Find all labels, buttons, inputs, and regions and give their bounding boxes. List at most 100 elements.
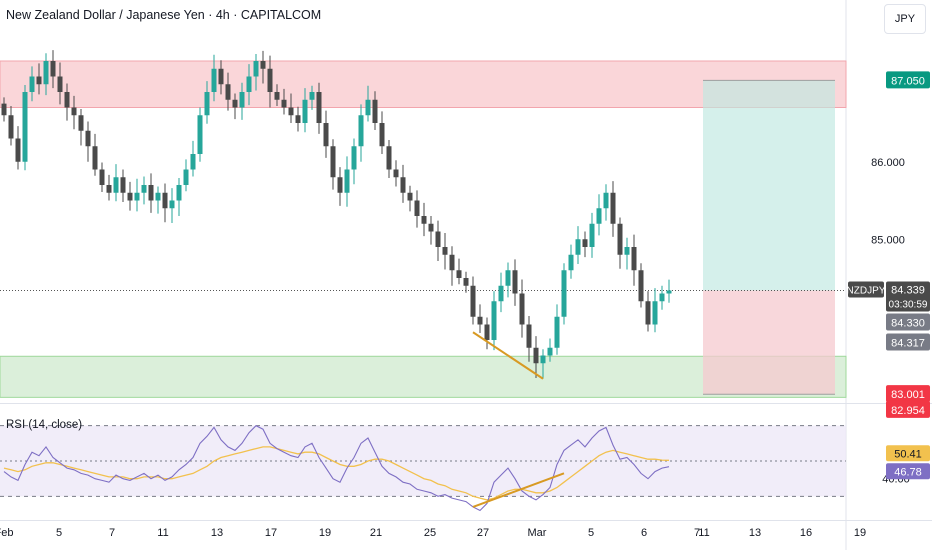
candle xyxy=(491,301,497,340)
candle xyxy=(22,92,28,162)
candle xyxy=(78,115,84,131)
time-tick-label: 27 xyxy=(477,527,489,539)
candle xyxy=(134,192,140,201)
stop-box xyxy=(703,290,835,395)
candle xyxy=(260,61,266,69)
candle xyxy=(456,270,462,278)
candle xyxy=(225,84,231,100)
candle xyxy=(554,316,560,348)
candle xyxy=(288,107,294,116)
candle xyxy=(155,192,161,201)
candle xyxy=(351,146,357,170)
current-price-text: 84.339 xyxy=(891,284,925,296)
candle xyxy=(379,123,385,147)
candle xyxy=(638,270,644,302)
candle xyxy=(267,68,273,92)
candle xyxy=(106,185,112,193)
candle xyxy=(176,185,182,201)
time-tick-label: 19 xyxy=(854,527,866,539)
candle xyxy=(1,103,7,116)
candle xyxy=(57,76,63,92)
candle xyxy=(141,185,147,193)
candle xyxy=(36,76,42,85)
rsi-divergence-line xyxy=(472,472,565,508)
time-tick-label: 25 xyxy=(424,527,436,539)
time-tick-label: 19 xyxy=(319,527,331,539)
candle xyxy=(477,316,483,325)
candle xyxy=(561,270,567,317)
rsi-ma-value-box xyxy=(886,445,930,462)
candle xyxy=(344,169,350,193)
candle xyxy=(120,177,126,193)
rsi-ma-value: 50.41 xyxy=(894,448,922,460)
candle xyxy=(505,270,511,286)
candle xyxy=(575,239,581,255)
target-box xyxy=(703,80,835,291)
time-tick-label: 13 xyxy=(749,527,761,539)
symbol-tag-text: NZDJPY xyxy=(847,285,886,296)
candle xyxy=(15,138,21,162)
candle xyxy=(624,247,630,255)
rsi-value: 46.78 xyxy=(894,466,922,478)
candle xyxy=(190,154,196,170)
currency-button[interactable]: JPY xyxy=(884,4,926,34)
candle xyxy=(484,324,490,340)
candle xyxy=(295,115,301,123)
stop-label-box xyxy=(886,385,930,403)
candle xyxy=(358,115,364,147)
symbol-tag xyxy=(848,281,884,298)
candle xyxy=(603,192,609,209)
time-tick-label: 5 xyxy=(588,527,594,539)
candle xyxy=(337,177,343,193)
price-tick-label: 86.000 xyxy=(871,157,905,169)
time-tick-label: 17 xyxy=(265,527,277,539)
time-tick-label: 5 xyxy=(56,527,62,539)
candle xyxy=(204,92,210,116)
candle xyxy=(449,254,455,271)
price-tick-label: 85.000 xyxy=(871,234,905,246)
candle xyxy=(99,169,105,185)
candle xyxy=(239,92,245,108)
candle xyxy=(407,192,413,201)
candle xyxy=(148,185,154,201)
rsi-line xyxy=(3,425,670,512)
candle xyxy=(470,285,476,317)
candle xyxy=(414,200,420,216)
target-label-text: 87.050 xyxy=(891,75,925,87)
support-low-label-box xyxy=(886,400,930,418)
level1-label-box xyxy=(886,313,930,331)
candle xyxy=(652,301,658,325)
time-tick-label: 21 xyxy=(370,527,382,539)
time-tick-label: 11 xyxy=(157,527,168,539)
candle xyxy=(232,99,238,108)
candle xyxy=(253,61,259,77)
stop-label-text: 83.001 xyxy=(891,389,925,401)
candle xyxy=(50,61,56,77)
chart-title: New Zealand Dollar / Japanese Yen · 4h ·… xyxy=(6,8,322,22)
level2-label-text: 84.317 xyxy=(891,337,925,349)
time-tick-label: 13 xyxy=(211,527,223,539)
candle xyxy=(589,223,595,247)
candle xyxy=(463,278,469,286)
current-price-box xyxy=(886,281,930,312)
candle xyxy=(85,130,91,147)
candle xyxy=(386,146,392,170)
target-label-box xyxy=(886,71,930,89)
candle xyxy=(323,123,329,147)
candle xyxy=(162,192,168,209)
candle xyxy=(442,247,448,255)
candle xyxy=(540,355,546,364)
candle xyxy=(519,293,525,325)
candle xyxy=(393,169,399,178)
level1-label-text: 84.330 xyxy=(891,317,925,329)
time-tick-label: Feb xyxy=(0,527,13,539)
candle xyxy=(302,99,308,123)
support-low-label-text: 82.954 xyxy=(891,405,925,417)
candle xyxy=(197,115,203,154)
candle xyxy=(281,99,287,108)
candle xyxy=(498,285,504,302)
candle xyxy=(127,192,133,201)
candle xyxy=(666,290,672,294)
candle xyxy=(631,247,637,271)
